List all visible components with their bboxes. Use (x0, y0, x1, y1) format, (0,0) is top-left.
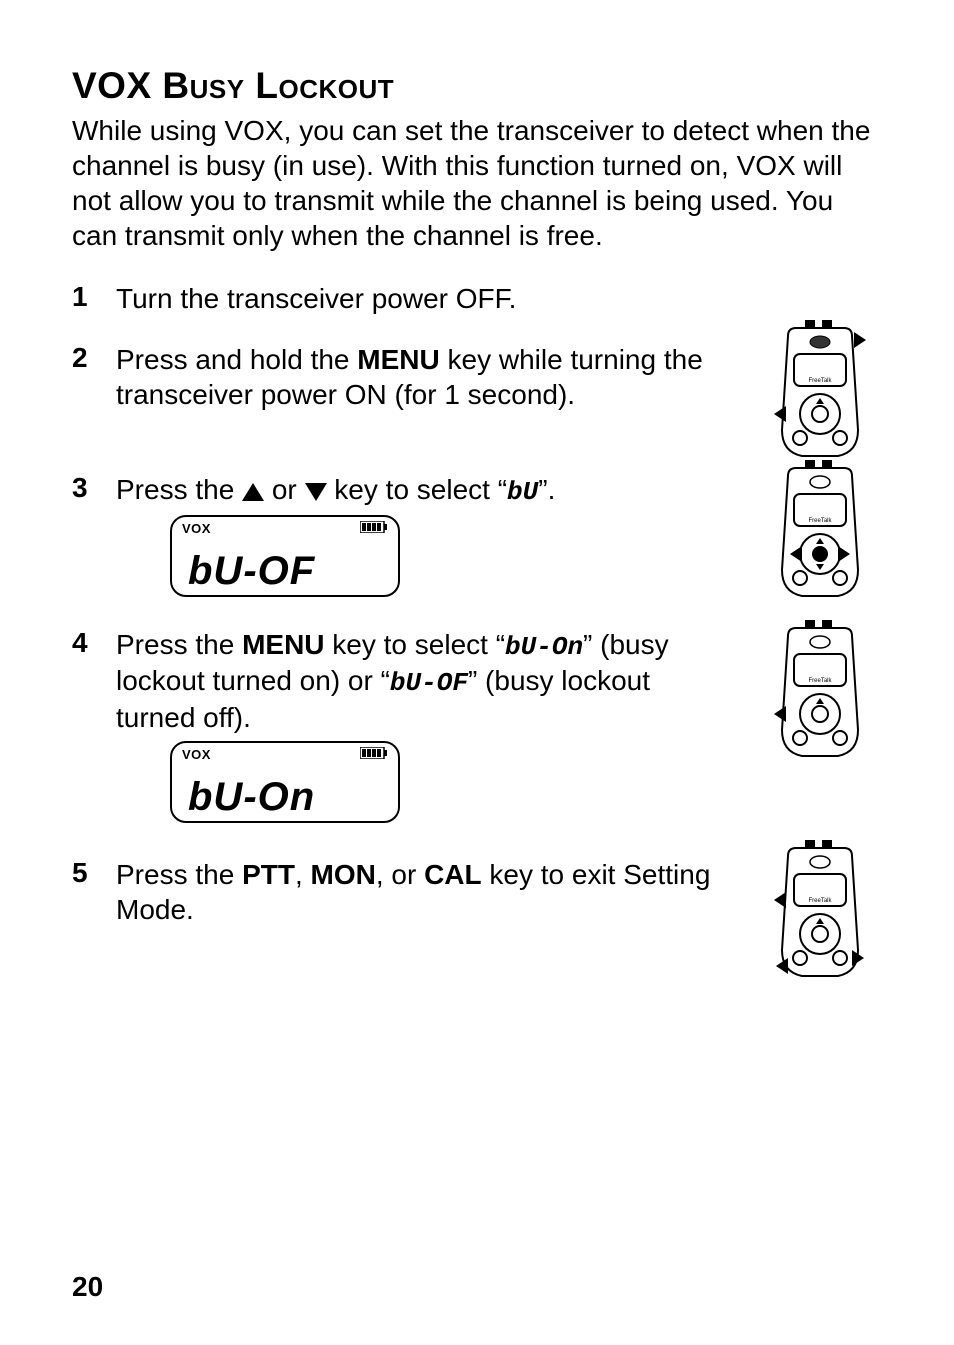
device-illustration-2: FreeTalk (760, 460, 880, 600)
device-label: FreeTalk (808, 678, 832, 684)
text-fragment: , (295, 859, 311, 890)
page-number: 20 (72, 1271, 103, 1303)
lcd-code: bU-OF (390, 668, 468, 698)
step-text: Turn the transceiver power OFF. (116, 281, 726, 316)
step-text: Press the MENU key to select “bU-On” (bu… (116, 627, 726, 735)
step-1: 1 Turn the transceiver power OFF. (72, 281, 882, 316)
menu-key-label: MENU (357, 344, 439, 375)
section-heading: VOX Busy Lockout (72, 65, 882, 107)
cal-key-label: CAL (424, 859, 482, 890)
device-label: FreeTalk (808, 898, 832, 904)
intro-paragraph: While using VOX, you can set the transce… (72, 113, 882, 253)
step-number: 5 (72, 857, 116, 889)
up-triangle-icon (242, 483, 264, 501)
step-number: 1 (72, 281, 116, 313)
step-text: Press the or key to select “bU”. (116, 472, 726, 509)
device-label: FreeTalk (808, 378, 832, 384)
step-text: Press and hold the MENU key while turnin… (116, 342, 726, 412)
lcd-status-row: VOX (182, 521, 388, 537)
lcd-frame: VOX bU-On (170, 741, 400, 823)
device-illustration-1: FreeTalk (760, 320, 880, 460)
device-illustration-3: FreeTalk (760, 620, 880, 760)
mon-key-label: MON (311, 859, 376, 890)
step-number: 3 (72, 472, 116, 504)
text-fragment: ”. (538, 474, 555, 505)
lcd-code: bU (507, 477, 538, 507)
device-illustration-4: FreeTalk (760, 840, 880, 980)
text-fragment: Press the (116, 474, 242, 505)
ptt-key-label: PTT (242, 859, 295, 890)
text-fragment: or (264, 474, 304, 505)
step-text: Press the PTT, MON, or CAL key to exit S… (116, 857, 726, 927)
battery-icon (360, 521, 388, 533)
lcd-status-row: VOX (182, 747, 388, 763)
vox-indicator: VOX (182, 521, 211, 536)
battery-icon (360, 747, 388, 759)
text-fragment: Press and hold the (116, 344, 357, 375)
step-number: 2 (72, 342, 116, 374)
text-fragment: key to select “ (327, 474, 508, 505)
manual-page: VOX Busy Lockout While using VOX, you ca… (0, 0, 954, 1345)
text-fragment: key to select “ (325, 629, 506, 660)
lcd-code: bU-On (505, 632, 583, 662)
text-fragment: , or (376, 859, 424, 890)
device-label: FreeTalk (808, 518, 832, 524)
text-fragment: Press the (116, 859, 242, 890)
lcd-value: bU-On (182, 777, 388, 819)
vox-indicator: VOX (182, 747, 211, 762)
step-number: 4 (72, 627, 116, 659)
lcd-frame: VOX bU-OF (170, 515, 400, 597)
down-triangle-icon (305, 483, 327, 501)
text-fragment: Press the (116, 629, 242, 660)
lcd-value: bU-OF (182, 551, 388, 593)
menu-key-label: MENU (242, 629, 324, 660)
